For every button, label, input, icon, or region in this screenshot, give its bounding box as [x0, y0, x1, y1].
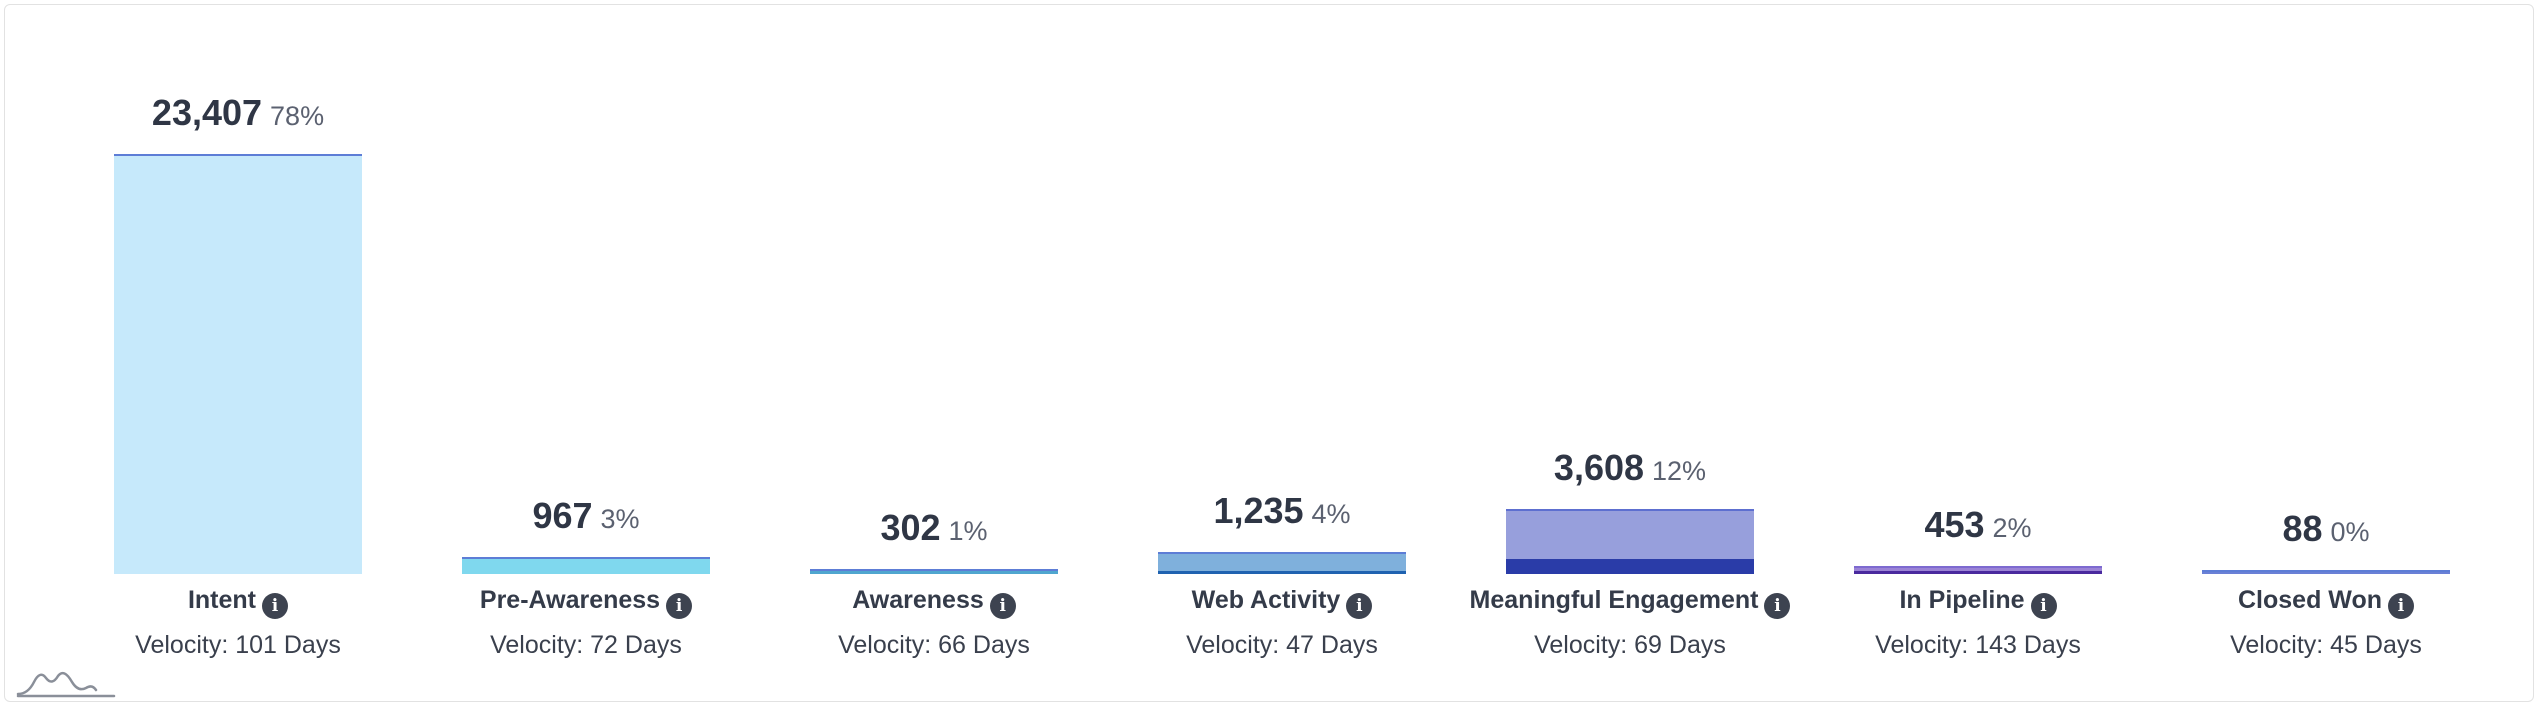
- stage-label: In Pipeline: [1899, 586, 2025, 614]
- funnel-stage-in-pipeline[interactable]: 453 2% In Pipeline i Velocity: 143 Days: [1854, 0, 2102, 708]
- stage-percent: 12%: [1652, 456, 1707, 486]
- funnel-stage-web-activity[interactable]: 1,235 4% Web Activity i Velocity: 47 Days: [1158, 0, 1406, 708]
- mountain-logo-icon: [16, 671, 116, 698]
- stage-value-row: 302 1%: [770, 507, 1098, 549]
- stage-bar-base: [2202, 571, 2450, 574]
- stage-value-row: 453 2%: [1814, 504, 2142, 546]
- stage-velocity: Velocity: 69 Days: [1534, 631, 1726, 659]
- stage-bar-top-line: [810, 569, 1058, 571]
- info-icon[interactable]: i: [2387, 593, 2414, 619]
- stage-label-row: Intent i: [54, 583, 422, 619]
- stage-velocity: Velocity: 45 Days: [2230, 631, 2422, 659]
- stage-bar-base: [114, 571, 362, 574]
- stage-percent: 0%: [2330, 517, 2370, 547]
- stage-label: Intent: [187, 586, 257, 614]
- stage-bar-base: [462, 557, 710, 574]
- funnel-panel: [4, 4, 2534, 702]
- stage-label: Meaningful Engagement: [1469, 586, 1759, 614]
- funnel-stage-meaningful-engagement[interactable]: 3,608 12% Meaningful Engagement i Velocity…: [1470, 0, 1791, 708]
- stage-velocity: Velocity: 66 Days: [838, 631, 1030, 659]
- stage-velocity: Velocity: 143 Days: [1875, 631, 2081, 659]
- info-icon[interactable]: i: [2030, 593, 2057, 619]
- stage-label-row: Meaningful Engagement i: [1446, 583, 1814, 619]
- stage-percent: 3%: [600, 504, 640, 534]
- stage-bar-base: [810, 569, 1058, 574]
- stage-label-row: Closed Won i: [2142, 583, 2510, 619]
- stage-label: Pre-Awareness: [479, 586, 661, 614]
- stage-label-row: Awareness i: [750, 583, 1118, 619]
- stage-bar-top-line: [1506, 509, 1754, 511]
- stage-bar-base: [1854, 571, 2102, 574]
- stage-percent: 2%: [1992, 513, 2032, 543]
- info-icon[interactable]: i: [262, 593, 289, 619]
- stage-bar-base: [1158, 571, 1406, 574]
- stage-count: 302: [880, 507, 941, 548]
- stage-bar[interactable]: [2202, 570, 2450, 574]
- stage-label-row: Pre-Awareness i: [402, 583, 770, 619]
- info-icon[interactable]: i: [1764, 593, 1791, 619]
- stage-label-row: Web Activity i: [1098, 583, 1466, 619]
- stage-bar-top-line: [2202, 570, 2450, 572]
- stage-count: 88: [2282, 508, 2323, 549]
- stage-bar[interactable]: [1506, 509, 1754, 574]
- stage-bar[interactable]: [1854, 566, 2102, 574]
- stage-bar[interactable]: [810, 569, 1058, 574]
- stage-velocity: Velocity: 72 Days: [490, 631, 682, 659]
- info-icon[interactable]: i: [666, 593, 693, 619]
- stage-label: Closed Won: [2238, 586, 2382, 614]
- stage-percent: 78%: [270, 101, 325, 131]
- stage-value-row: 23,407 78%: [74, 92, 402, 134]
- stage-count: 453: [1924, 504, 1985, 545]
- stage-velocity: Velocity: 47 Days: [1186, 631, 1378, 659]
- info-icon[interactable]: i: [989, 593, 1016, 619]
- stage-percent: 4%: [1311, 499, 1351, 529]
- stage-count: 3,608: [1553, 447, 1645, 488]
- stage-label: Awareness: [852, 586, 984, 614]
- stage-count: 967: [532, 495, 593, 536]
- stage-label: Web Activity: [1191, 586, 1341, 614]
- stage-percent: 1%: [948, 516, 988, 546]
- info-icon[interactable]: i: [1346, 593, 1373, 619]
- stage-value-row: 88 0%: [2162, 508, 2490, 550]
- stage-velocity: Velocity: 101 Days: [135, 631, 341, 659]
- stage-value-row: 3,608 12%: [1466, 447, 1794, 489]
- stage-value-row: 967 3%: [422, 495, 750, 537]
- stage-bar[interactable]: [114, 154, 362, 574]
- stage-bar-base: [1506, 559, 1754, 574]
- stage-label-row: In Pipeline i: [1794, 583, 2162, 619]
- stage-bar-top-line: [1158, 552, 1406, 554]
- funnel-stage-pre-awareness[interactable]: 967 3% Pre-Awareness i Velocity: 72 Days: [462, 0, 710, 708]
- stage-bar[interactable]: [462, 557, 710, 574]
- stage-bar[interactable]: [1158, 552, 1406, 574]
- stage-value-row: 1,235 4%: [1118, 490, 1446, 532]
- stage-bar-top-line: [1854, 566, 2102, 568]
- funnel-stage-intent[interactable]: 23,407 78% Intent i Velocity: 101 Days: [114, 0, 362, 708]
- stage-bar-top-line: [462, 557, 710, 559]
- funnel-stage-closed-won[interactable]: 88 0% Closed Won i Velocity: 45 Days: [2202, 0, 2450, 708]
- funnel-stage-awareness[interactable]: 302 1% Awareness i Velocity: 66 Days: [810, 0, 1058, 708]
- stage-count: 23,407: [151, 92, 263, 133]
- stage-count: 1,235: [1213, 490, 1304, 531]
- stage-bar-top-line: [114, 154, 362, 156]
